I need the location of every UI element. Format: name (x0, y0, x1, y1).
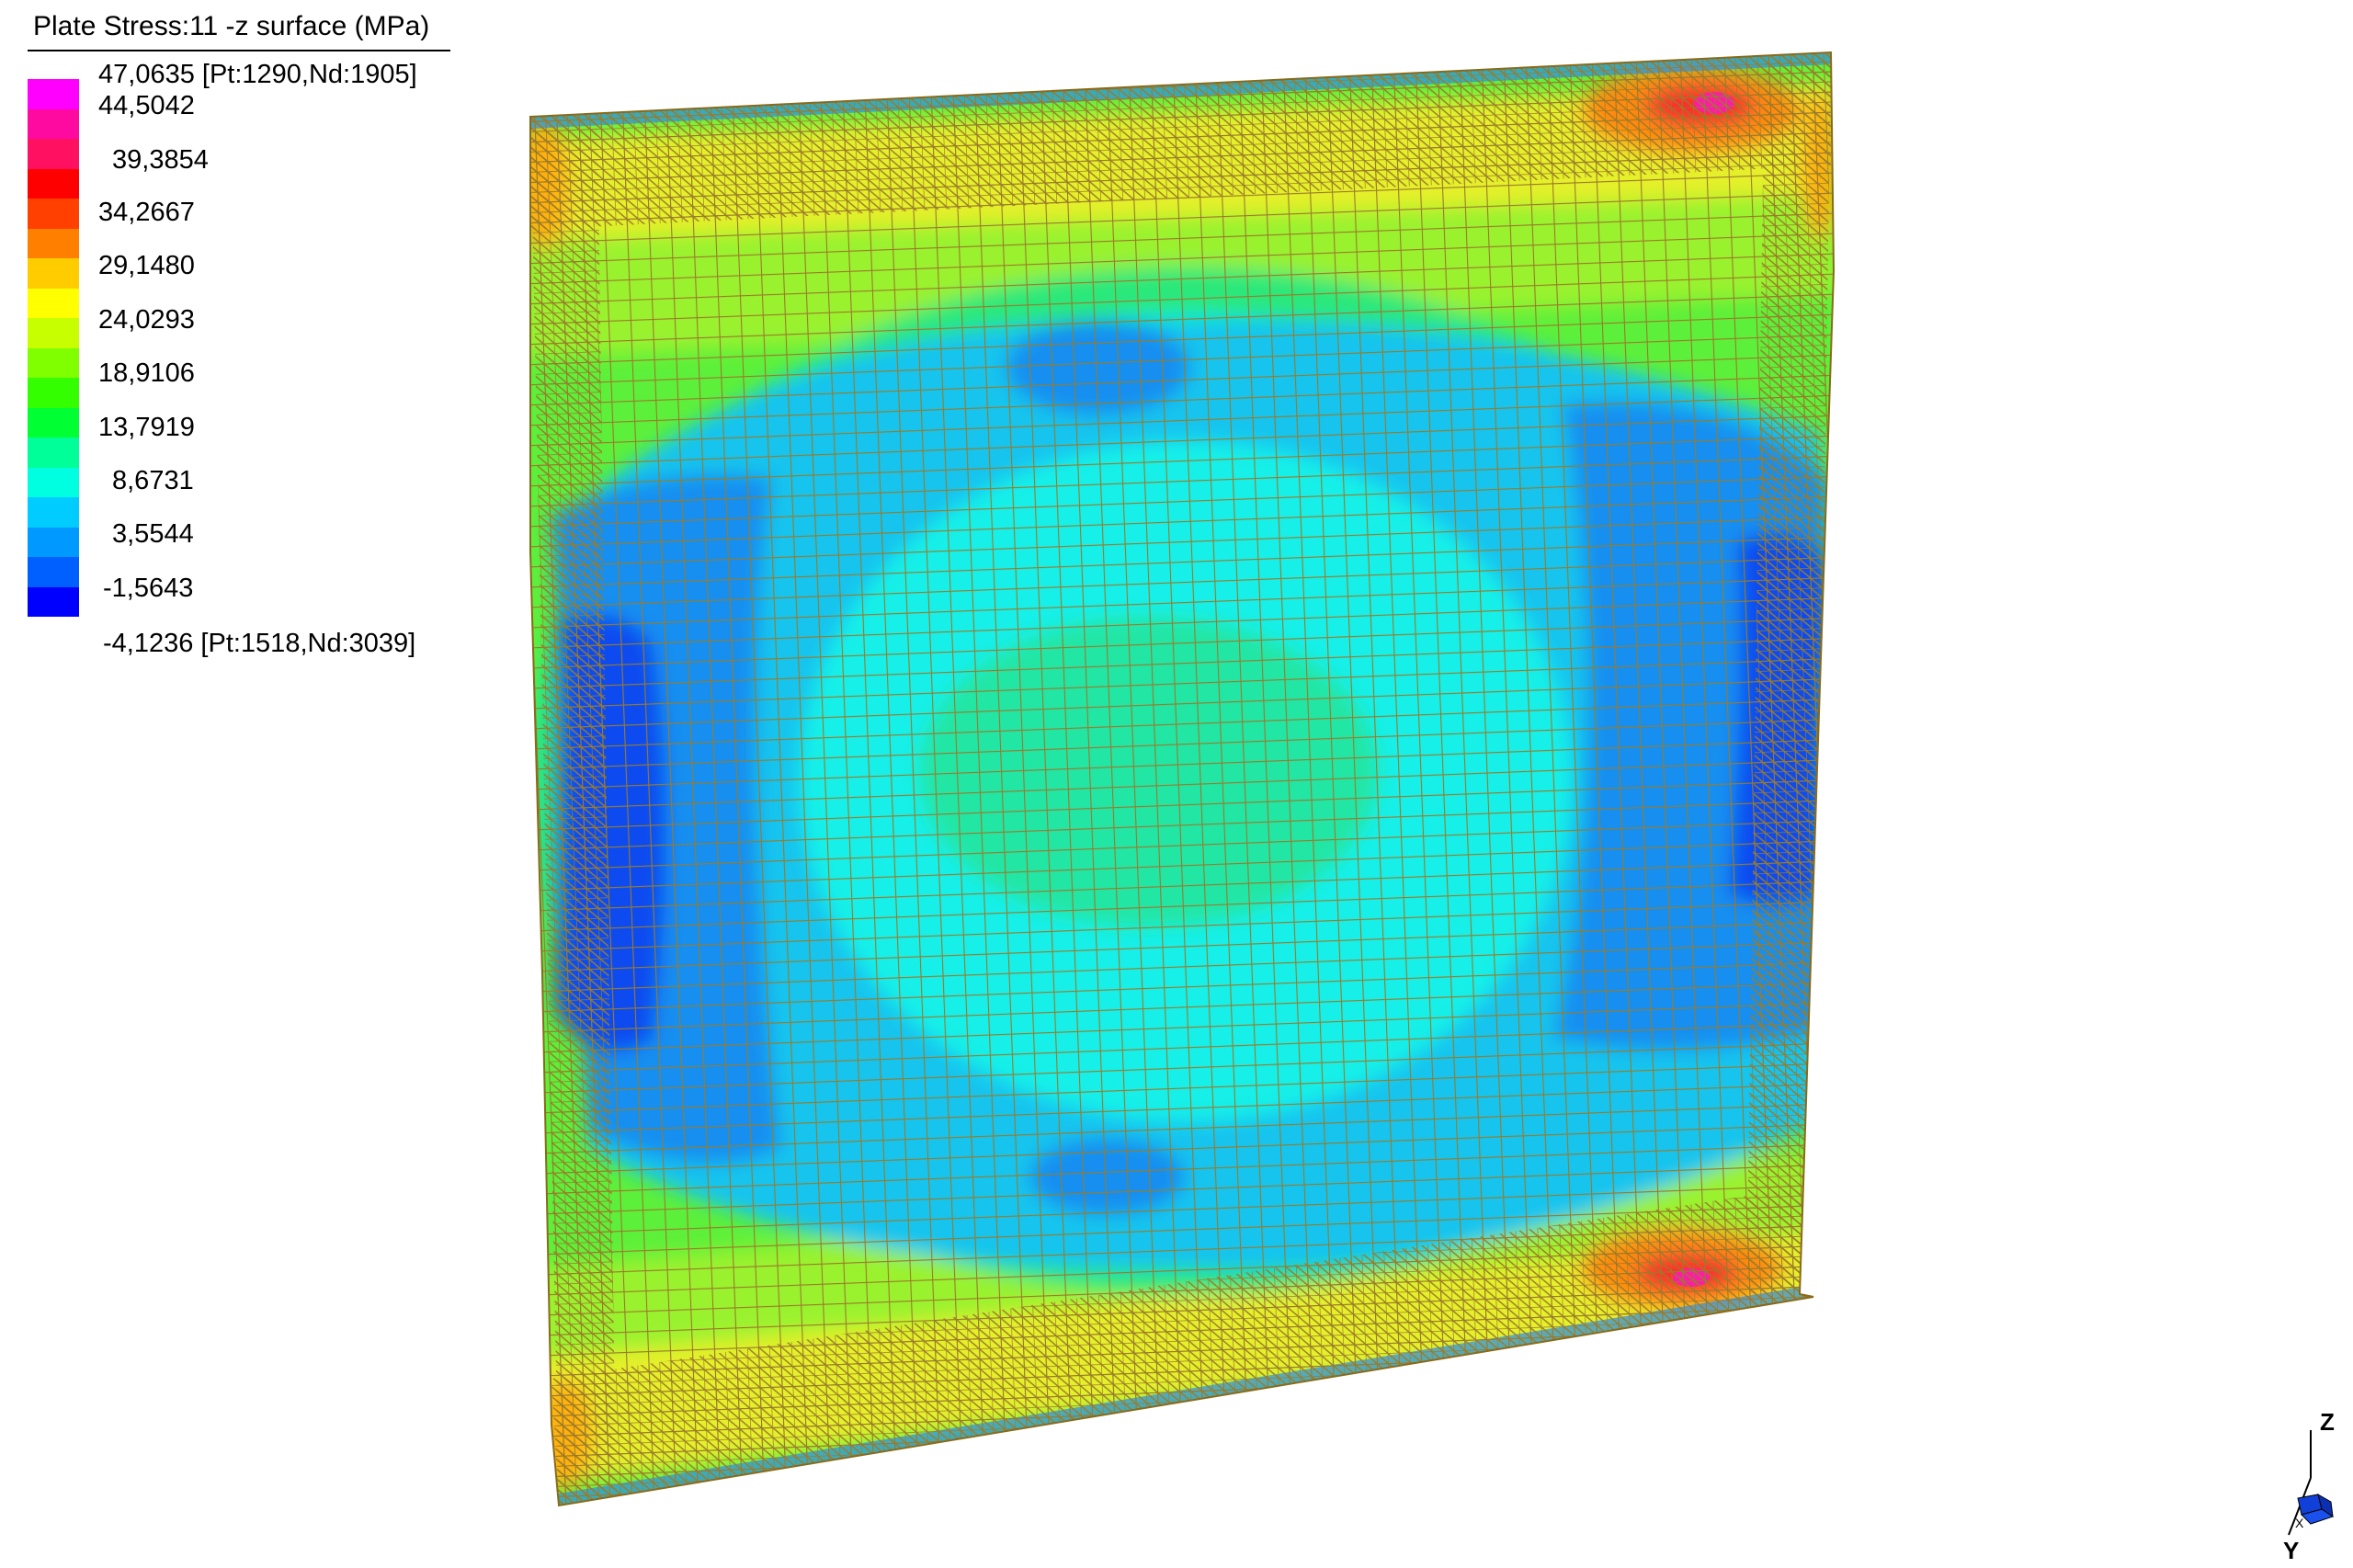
legend-color-swatch (28, 378, 79, 408)
legend-color-swatch (28, 199, 79, 229)
legend-color-swatch (28, 407, 79, 437)
legend-tick-label: 29,1480 (98, 251, 195, 280)
legend-color-swatch (28, 497, 79, 528)
legend-color-swatch (28, 228, 79, 258)
legend-color-swatch (28, 527, 79, 557)
legend-max-label: 47,0635 [Pt:1290,Nd:1905] (98, 60, 417, 89)
legend-tick-label: 18,9106 (98, 358, 195, 388)
legend-tick-label: 34,2667 (98, 198, 195, 227)
y-axis-label: Y (2283, 1537, 2299, 1564)
x-axis-label: X (2295, 1516, 2304, 1530)
legend-tick-label: 24,0293 (98, 305, 195, 335)
legend-color-swatch (28, 258, 79, 289)
legend-color-swatch (28, 108, 79, 139)
legend-tick-label: 13,7919 (98, 413, 195, 442)
legend-color-swatch (28, 347, 79, 378)
legend-tick-label: 44,5042 (98, 91, 195, 120)
legend-tick-label: 8,6731 (112, 466, 194, 495)
axis-triad: Z Y X (2283, 1408, 2335, 1564)
legend-title: Plate Stress:11 -z surface (MPa) (33, 11, 430, 41)
z-axis-label: Z (2320, 1408, 2335, 1436)
legend-color-swatch (28, 139, 79, 169)
legend-tick-label: 39,3854 (112, 145, 209, 175)
legend-color-swatch (28, 318, 79, 348)
legend-color-swatch (28, 168, 79, 199)
legend-color-bar (28, 79, 79, 617)
plate-surface (530, 52, 1834, 1506)
legend-color-swatch (28, 288, 79, 318)
legend-color-swatch (28, 467, 79, 497)
legend-color-swatch (28, 79, 79, 109)
legend-min-label: -4,1236 [Pt:1518,Nd:3039] (103, 629, 416, 658)
legend-color-swatch (28, 437, 79, 468)
legend-color-swatch (28, 586, 79, 617)
legend-tick-label: -1,5643 (103, 574, 194, 603)
legend-title-underline (28, 50, 450, 51)
legend-tick-label: 3,5544 (112, 519, 194, 549)
legend-color-swatch (28, 557, 79, 587)
